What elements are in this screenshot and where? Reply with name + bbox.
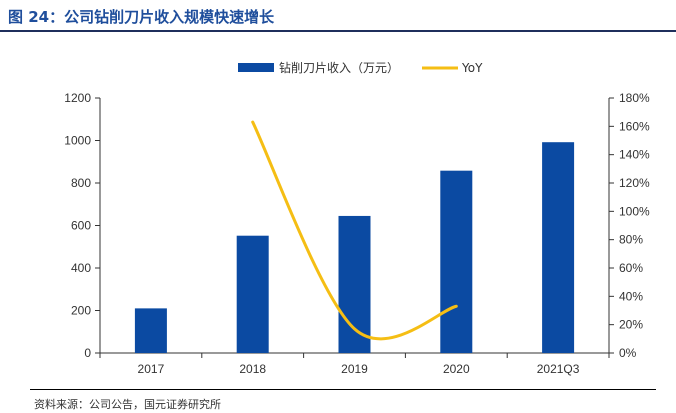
- y-left-tick-label: 800: [71, 176, 91, 190]
- title-rule: [0, 30, 676, 32]
- x-tick-label: 2021Q3: [537, 362, 580, 376]
- y-left-tick-label: 400: [71, 261, 91, 275]
- legend-line-label: YoY: [461, 61, 483, 75]
- x-tick-label: 2018: [239, 362, 266, 376]
- y-right-tick-label: 180%: [619, 91, 650, 105]
- y-right-tick-label: 20%: [619, 318, 643, 332]
- y-left-tick-label: 1000: [64, 134, 91, 148]
- figure-title: 图 24：公司钻削刀片收入规模快速增长: [8, 8, 275, 26]
- y-right-tick-label: 140%: [619, 148, 650, 162]
- source-note: 资料来源：公司公告，国元证券研究所: [34, 398, 221, 411]
- x-tick-label: 2020: [443, 362, 470, 376]
- axes: 0 200 400 600 800 1000 1200 0% 20% 40% 60% 80% 100% 1…: [64, 91, 650, 376]
- y-right-tick-label: 100%: [619, 204, 650, 218]
- legend: 钻削刀片收入（万元） YoY: [238, 60, 483, 75]
- y-right-tick-label: 0%: [619, 346, 637, 360]
- y-left-tick-label: 0: [84, 346, 91, 360]
- yoy-line: [251, 120, 458, 341]
- y-right-tick-label: 40%: [619, 289, 643, 303]
- footer-rule: [30, 389, 656, 390]
- bar-2017: [134, 308, 167, 353]
- y-left-tick-label: 200: [71, 304, 91, 318]
- x-tick-label: 2017: [138, 362, 165, 376]
- y-right-tick-label: 160%: [619, 119, 650, 133]
- bar-2021Q3: [542, 142, 575, 353]
- legend-bar-label: 钻削刀片收入（万元）: [279, 60, 399, 75]
- legend-bar-swatch: [238, 63, 274, 72]
- x-tick-label: 2019: [341, 362, 368, 376]
- y-right-tick-label: 80%: [619, 233, 643, 247]
- bars: [134, 142, 575, 353]
- y-left-tick-label: 600: [71, 219, 91, 233]
- y-right-tick-label: 60%: [619, 261, 643, 275]
- y-left-tick-label: 1200: [64, 91, 91, 105]
- bar-2019: [338, 215, 371, 353]
- bar-2018: [236, 235, 269, 353]
- bar-2020: [440, 170, 473, 353]
- y-right-tick-label: 120%: [619, 176, 650, 190]
- yoy-line-group: [251, 120, 458, 341]
